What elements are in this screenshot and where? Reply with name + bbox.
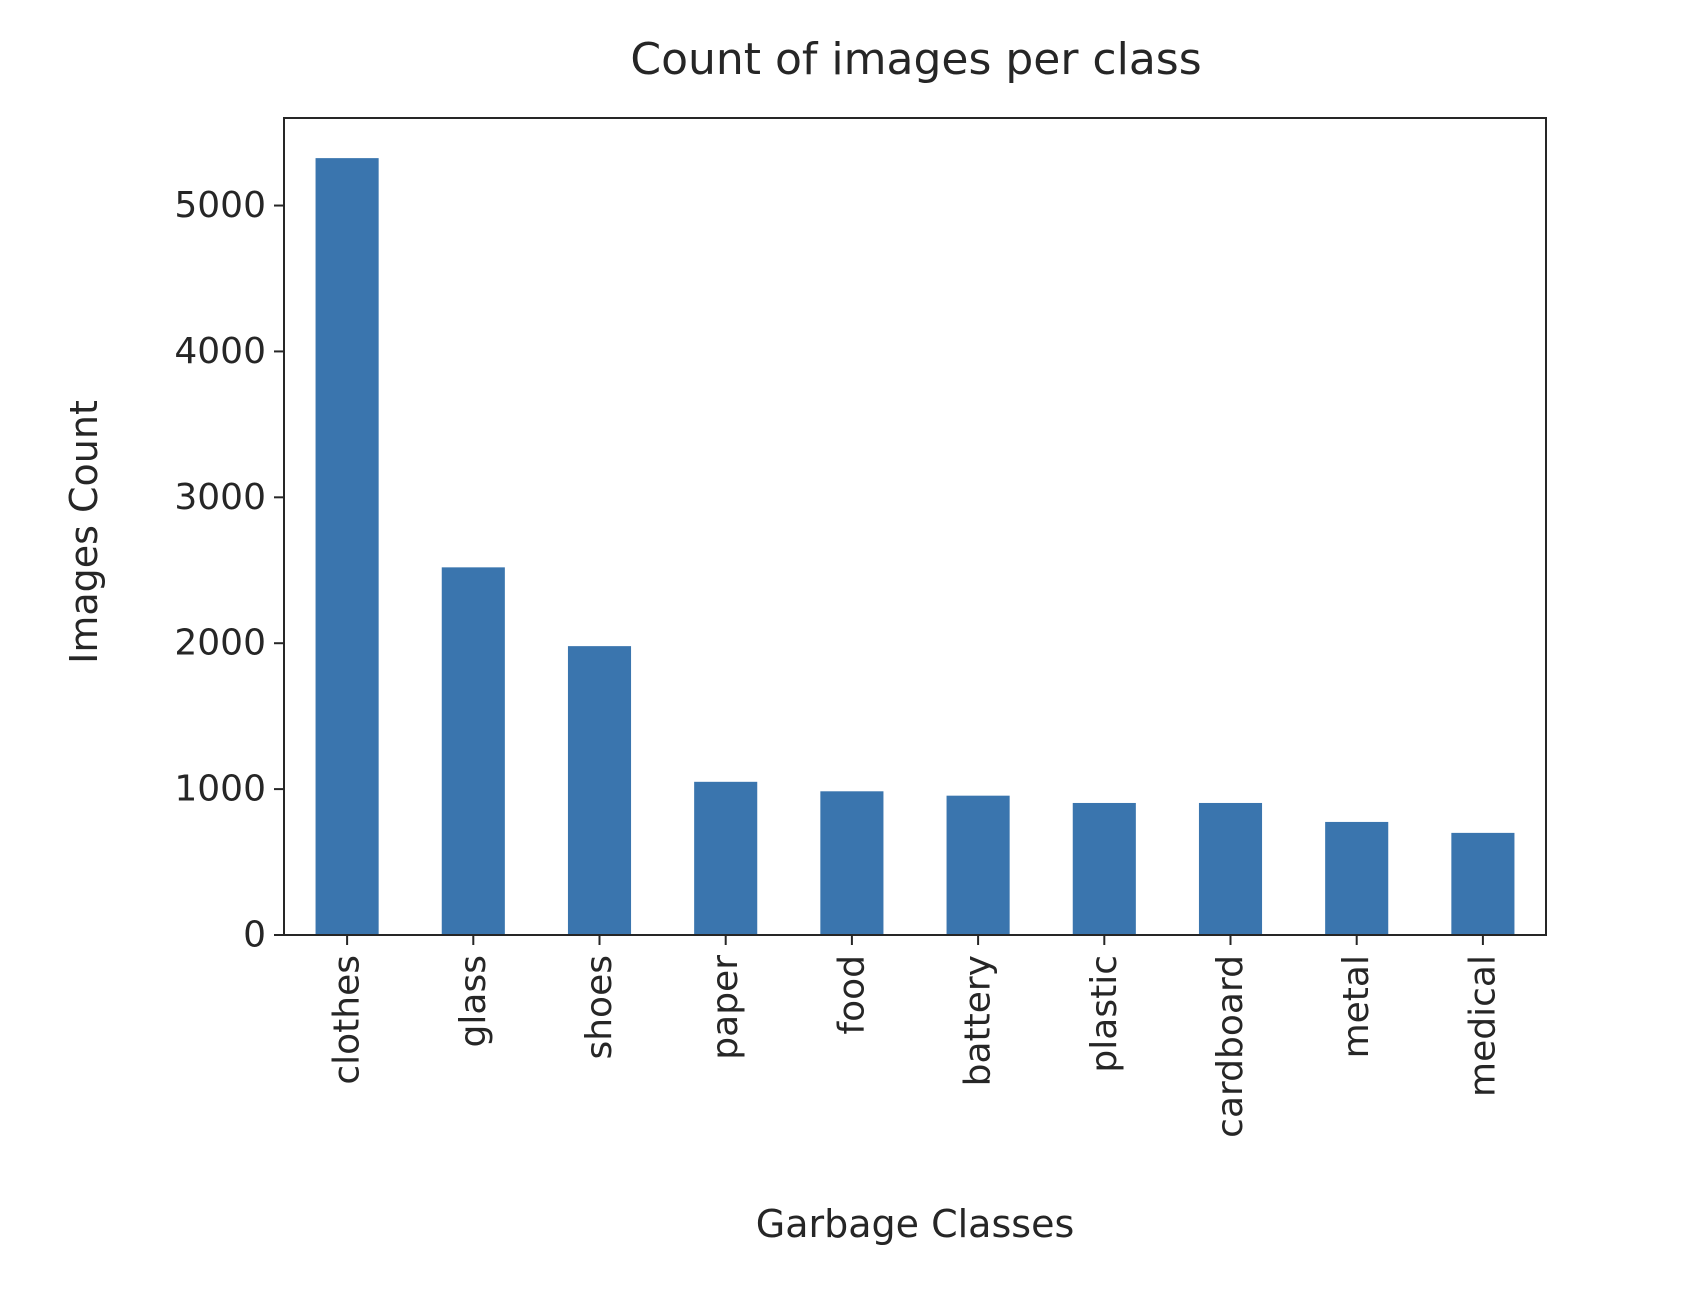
y-tick-label: 4000 [174,331,266,372]
x-tick-label-shoes: shoes [579,955,620,1060]
bar-shoes [567,646,632,935]
y-tick-label: 0 [243,915,266,956]
bars-layer [315,158,1515,935]
bar-medical [1451,832,1515,935]
x-tick-label-clothes: clothes [327,955,368,1085]
x-tick-label-food: food [831,955,872,1035]
bar-clothes [315,158,379,935]
x-tick-label-metal: metal [1336,955,1377,1058]
y-tick-label: 1000 [174,769,266,810]
y-tick-label: 5000 [174,185,266,226]
x-tick-label-paper: paper [705,955,746,1060]
x-tick-label-medical: medical [1462,955,1503,1097]
x-axis: clothes glass shoes paper food battery plastic… [327,935,1503,1138]
y-axis: 0 1000 2000 3000 4000 5000 [174,185,284,956]
x-tick-label-battery: battery [958,955,999,1086]
y-tick-label: 3000 [174,477,266,518]
x-tick-label-glass: glass [453,955,494,1047]
bar-cardboard [1198,802,1263,935]
bar-metal [1325,821,1389,935]
bar-food [820,791,884,935]
chart-title: Count of images per class [630,34,1201,85]
bar-glass [441,567,505,935]
bar-battery [946,795,1010,935]
y-axis-label: Images Count [62,400,106,664]
bar-paper [694,781,758,935]
x-tick-label-plastic: plastic [1084,955,1125,1073]
y-tick-label: 2000 [174,623,266,664]
x-axis-label: Garbage Classes [756,1202,1075,1246]
x-tick-label-cardboard: cardboard [1210,955,1251,1138]
bar-plastic [1072,802,1136,935]
plot-frame [283,117,1547,936]
